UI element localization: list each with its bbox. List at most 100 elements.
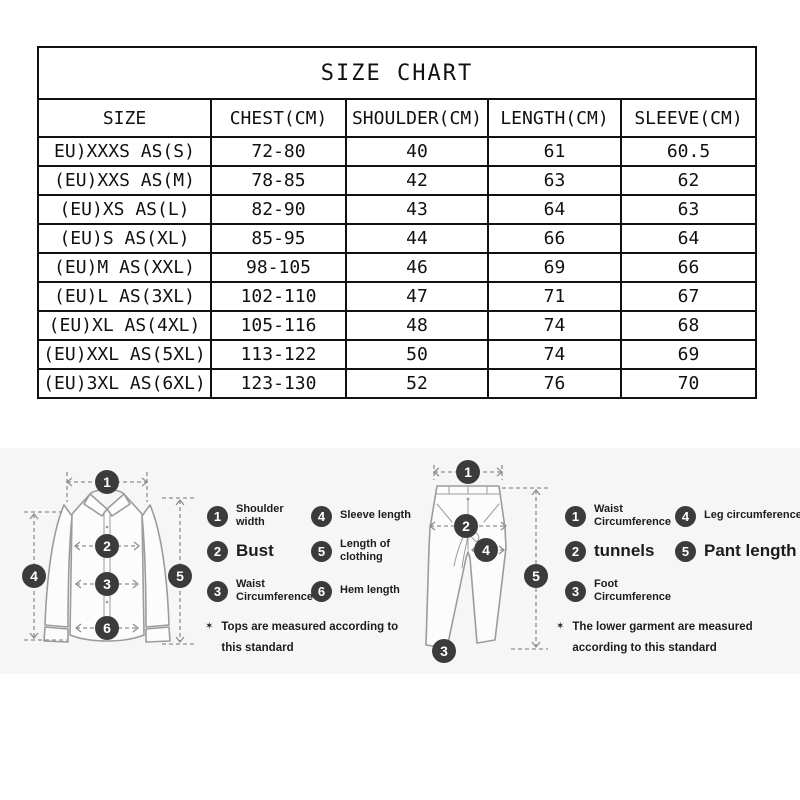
tops-legend: 1 Shoulder width 2 Bust 3 Waist Circumference… bbox=[207, 501, 436, 611]
shoulder-cell: 44 bbox=[345, 223, 489, 254]
shirt-marker-6: 6 bbox=[95, 616, 119, 640]
table-row: (EU)L AS(3XL) 102-110 47 71 67 bbox=[37, 281, 757, 312]
svg-text:4: 4 bbox=[482, 542, 490, 558]
star-icon: ✶ bbox=[556, 621, 565, 632]
table-row: (EU)XXS AS(M) 78-85 42 63 62 bbox=[37, 165, 757, 196]
svg-text:1: 1 bbox=[464, 464, 472, 480]
legend-item: 1 Waist Circumference bbox=[565, 503, 675, 529]
length-cell: 76 bbox=[487, 368, 622, 399]
sleeve-cell: 63 bbox=[620, 194, 757, 225]
shirt-marker-5: 5 bbox=[168, 564, 192, 588]
table-row: (EU)XXL AS(5XL) 113-122 50 74 69 bbox=[37, 339, 757, 370]
size-table-body: SIZE CHART SIZE CHEST(CM) SHOULDER(CM) L… bbox=[37, 46, 757, 399]
sleeve-cell: 67 bbox=[620, 281, 757, 312]
table-row: (EU)XL AS(4XL) 105-116 48 74 68 bbox=[37, 310, 757, 341]
chest-cell: 98-105 bbox=[210, 252, 347, 283]
legend-item: 4 Leg circumference bbox=[675, 505, 800, 527]
number-badge: 4 bbox=[675, 505, 696, 527]
size-cell: (EU)XXL AS(5XL) bbox=[37, 339, 212, 370]
svg-text:4: 4 bbox=[30, 568, 38, 584]
number-badge: 2 bbox=[207, 540, 228, 562]
shoulder-cell: 47 bbox=[345, 281, 489, 312]
number-badge: 3 bbox=[565, 580, 586, 602]
size-table: SIZE CHART SIZE CHEST(CM) SHOULDER(CM) L… bbox=[37, 46, 757, 399]
svg-text:2: 2 bbox=[103, 538, 111, 554]
legend-item: 6 Hem length bbox=[311, 580, 436, 602]
chest-cell: 78-85 bbox=[210, 165, 347, 196]
chest-cell: 102-110 bbox=[210, 281, 347, 312]
shoulder-cell: 42 bbox=[345, 165, 489, 196]
sleeve-cell: 70 bbox=[620, 368, 757, 399]
tops-footnote: ✶ Tops are measured according to this st… bbox=[205, 617, 420, 658]
shoulder-cell: 50 bbox=[345, 339, 489, 370]
column-header-chest: CHEST(CM) bbox=[210, 98, 347, 138]
shoulder-cell: 52 bbox=[345, 368, 489, 399]
legend-item: 5 Length of clothing bbox=[311, 538, 436, 564]
legend-label: Pant length bbox=[704, 540, 797, 560]
number-badge: 1 bbox=[207, 505, 228, 527]
size-cell: (EU)XS AS(L) bbox=[37, 194, 212, 225]
shirt-marker-2: 2 bbox=[95, 534, 119, 558]
sleeve-cell: 66 bbox=[620, 252, 757, 283]
length-cell: 64 bbox=[487, 194, 622, 225]
number-badge: 2 bbox=[565, 540, 586, 562]
table-row: (EU)3XL AS(6XL) 123-130 52 76 70 bbox=[37, 368, 757, 399]
legend-label: tunnels bbox=[594, 540, 655, 560]
sleeve-cell: 68 bbox=[620, 310, 757, 341]
table-row: EU)XXXS AS(S) 72-80 40 61 60.5 bbox=[37, 136, 757, 167]
pants-marker-4: 4 bbox=[474, 538, 498, 562]
pants-marker-2: 2 bbox=[454, 514, 478, 538]
legend-label: Foot Circumference bbox=[594, 577, 672, 603]
star-icon: ✶ bbox=[205, 621, 214, 632]
size-cell: EU)XXXS AS(S) bbox=[37, 136, 212, 167]
bottoms-footnote: ✶ The lower garment are measured accordi… bbox=[556, 617, 800, 658]
chest-cell: 123-130 bbox=[210, 368, 347, 399]
length-cell: 66 bbox=[487, 223, 622, 254]
size-cell: (EU)M AS(XXL) bbox=[37, 252, 212, 283]
table-title-row: SIZE CHART bbox=[37, 46, 757, 100]
svg-text:6: 6 bbox=[103, 620, 111, 636]
pants-marker-5: 5 bbox=[524, 564, 548, 588]
number-badge: 5 bbox=[675, 540, 696, 562]
sleeve-cell: 60.5 bbox=[620, 136, 757, 167]
pants-marker-1: 1 bbox=[456, 460, 480, 484]
legend-item: 2 Bust bbox=[207, 540, 311, 562]
legend-item: 4 Sleeve length bbox=[311, 505, 436, 527]
bottoms-footnote-text: The lower garment are measured according… bbox=[572, 621, 753, 654]
shoulder-cell: 40 bbox=[345, 136, 489, 167]
length-cell: 74 bbox=[487, 310, 622, 341]
length-cell: 61 bbox=[487, 136, 622, 167]
tops-footnote-text: Tops are measured according to this stan… bbox=[221, 621, 399, 654]
svg-text:5: 5 bbox=[176, 568, 184, 584]
size-cell: (EU)XL AS(4XL) bbox=[37, 310, 212, 341]
number-badge: 6 bbox=[311, 580, 332, 602]
legend-label: Hem length bbox=[340, 584, 400, 597]
chest-cell: 85-95 bbox=[210, 223, 347, 254]
column-header-size: SIZE bbox=[37, 98, 212, 138]
legend-label: Bust bbox=[236, 540, 274, 560]
column-header-sleeve: SLEEVE(CM) bbox=[620, 98, 757, 138]
column-header-length: LENGTH(CM) bbox=[487, 98, 622, 138]
shirt-marker-4: 4 bbox=[22, 564, 46, 588]
size-cell: (EU)3XL AS(6XL) bbox=[37, 368, 212, 399]
legend-item: 1 Shoulder width bbox=[207, 503, 311, 529]
number-badge: 5 bbox=[311, 540, 332, 562]
sleeve-cell: 69 bbox=[620, 339, 757, 370]
table-row: (EU)M AS(XXL) 98-105 46 69 66 bbox=[37, 252, 757, 283]
size-cell: (EU)XXS AS(M) bbox=[37, 165, 212, 196]
size-cell: (EU)S AS(XL) bbox=[37, 223, 212, 254]
table-row: (EU)XS AS(L) 82-90 43 64 63 bbox=[37, 194, 757, 225]
shirt-diagram: 1 2 3 4 5 6 bbox=[22, 470, 194, 645]
svg-text:3: 3 bbox=[440, 643, 448, 659]
chest-cell: 105-116 bbox=[210, 310, 347, 341]
table-row: (EU)S AS(XL) 85-95 44 66 64 bbox=[37, 223, 757, 254]
chest-cell: 72-80 bbox=[210, 136, 347, 167]
shirt-marker-1: 1 bbox=[95, 470, 119, 494]
shoulder-cell: 43 bbox=[345, 194, 489, 225]
bottoms-legend: 1 Waist Circumference 2 tunnels 3 Foot Circum… bbox=[565, 501, 800, 611]
column-header-shoulder: SHOULDER(CM) bbox=[345, 98, 489, 138]
legend-label: Leg circumference bbox=[704, 509, 800, 522]
sleeve-cell: 62 bbox=[620, 165, 757, 196]
legend-label: Sleeve length bbox=[340, 509, 411, 522]
